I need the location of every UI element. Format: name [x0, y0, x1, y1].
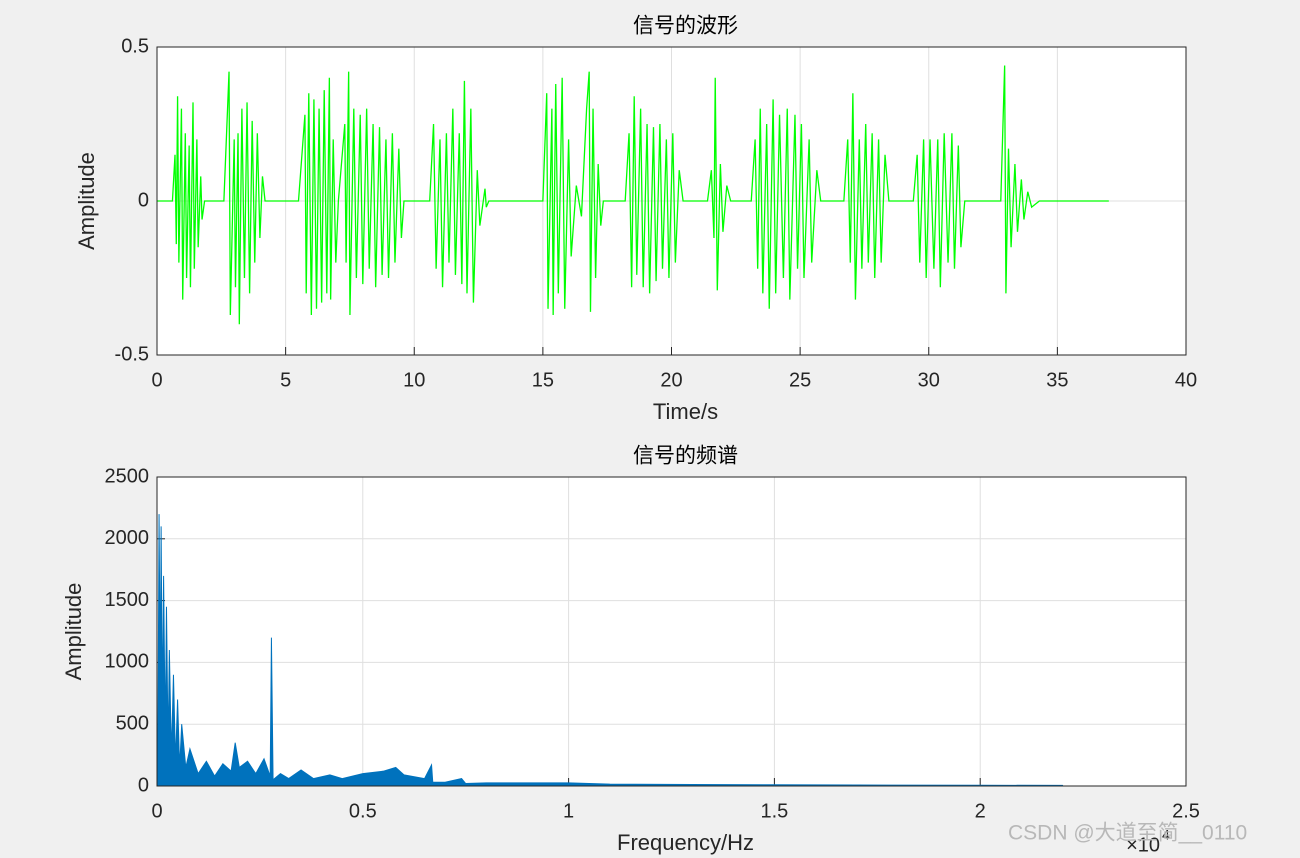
- axes-box: [156, 46, 1187, 356]
- x-tick-label: 1: [563, 800, 574, 822]
- x-tick-label: 35: [1046, 369, 1068, 391]
- axes: 0 0.5 1 1.5 2 2.5 0 500 1000 1500 2000 2500 信号的频谱 Fre…: [61, 445, 1200, 855]
- y-tick-label: 1500: [105, 589, 150, 611]
- chart-title: 信号的波形: [633, 15, 738, 38]
- waveform-line: [157, 65, 1109, 325]
- x-tick-label: 2: [975, 800, 986, 822]
- x-tick-label: 0: [151, 800, 162, 822]
- x-tick-label: 1.5: [760, 800, 788, 822]
- axes: 0 5 10 15 20 25 30 35 40-0.500.5信号的波形Time/sAmpli…: [74, 15, 1197, 424]
- x-axis-label: Frequency/Hz: [617, 830, 754, 855]
- y-tick-label: 2500: [105, 465, 150, 487]
- chart-title: 信号的频谱: [633, 445, 738, 468]
- x-multiplier-exponent: 4: [1162, 827, 1170, 843]
- x-tick-label: 10: [403, 369, 425, 391]
- y-tick-label: 0.5: [121, 35, 149, 57]
- x-axis-label: Time/s: [653, 399, 718, 424]
- x-tick-label: 15: [532, 369, 554, 391]
- x-tick-label: 5: [280, 369, 291, 391]
- y-tick-label: -0.5: [115, 343, 149, 365]
- y-tick-label: 500: [116, 712, 149, 734]
- plot-area: [157, 477, 1186, 786]
- x-tick-label: 20: [660, 369, 682, 391]
- x-tick-label: 0.5: [349, 800, 377, 822]
- y-tick-label: 2000: [105, 527, 150, 549]
- x-tick-label: 2.5: [1172, 800, 1200, 822]
- x-tick-label: 0: [151, 369, 162, 391]
- y-axis-label: Amplitude: [61, 583, 86, 681]
- y-tick-label: 1000: [105, 651, 150, 673]
- y-axis-label: Amplitude: [74, 152, 99, 250]
- x-multiplier: ×10: [1126, 834, 1160, 856]
- y-tick-label: 0: [138, 189, 149, 211]
- axes-box: [156, 476, 1187, 787]
- y-tick-label: 0: [138, 774, 149, 796]
- x-tick-label: 30: [918, 369, 940, 391]
- x-tick-label: 40: [1175, 369, 1197, 391]
- x-tick-label: 25: [789, 369, 811, 391]
- spectrum-area: [156, 514, 1064, 787]
- watermark: CSDN @大道至简__0110: [1008, 822, 1247, 845]
